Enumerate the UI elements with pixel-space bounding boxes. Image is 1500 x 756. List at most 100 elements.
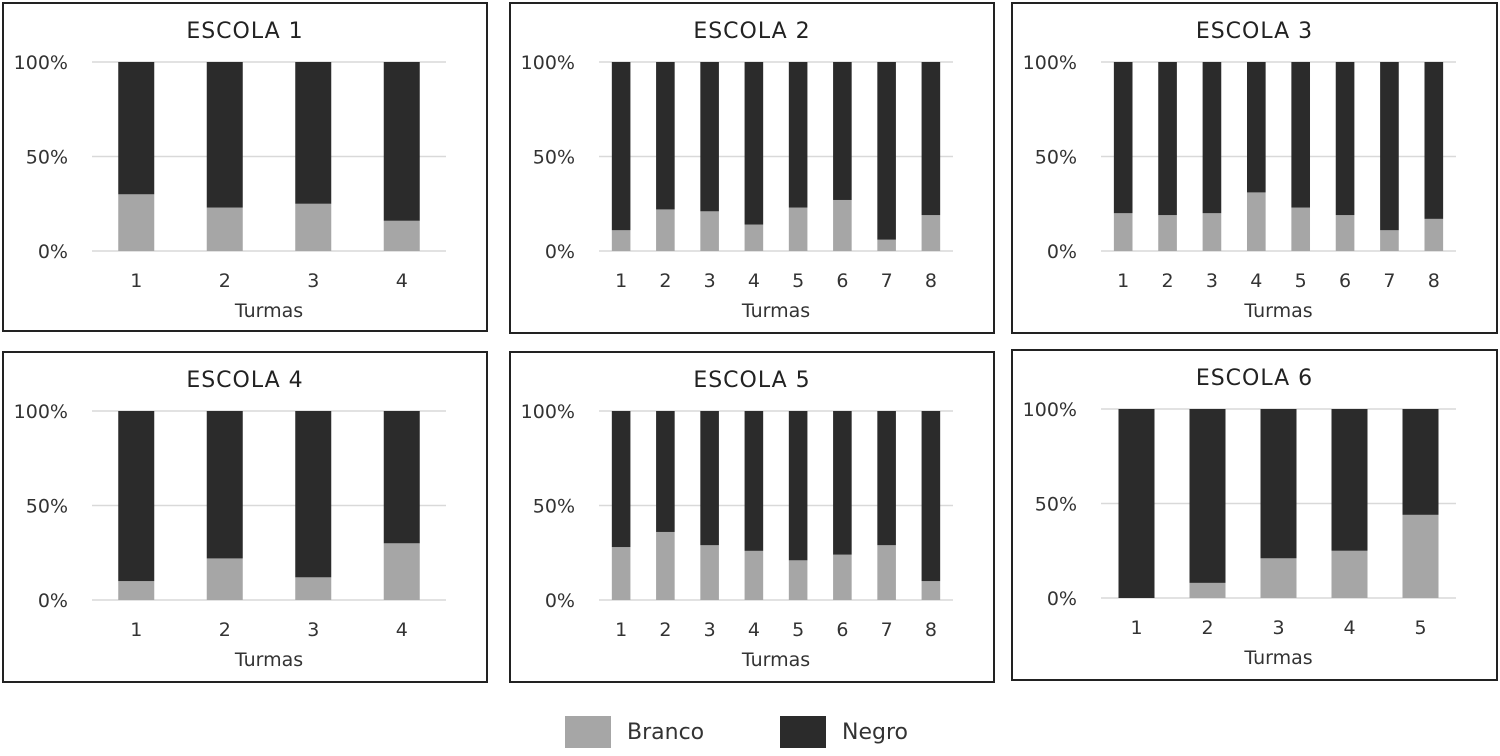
x-tick-label: 3 (1272, 617, 1284, 639)
bar-branco-2 (1189, 582, 1226, 598)
bar-branco-3 (295, 203, 332, 251)
chart-panel-escola-1: ESCOLA 1 0% 50% 100% 1 2 3 4 Turmas (2, 2, 488, 332)
bar-branco-5 (788, 560, 808, 600)
x-tick-label: 1 (615, 270, 627, 292)
bar-branco-4 (1246, 192, 1266, 251)
bar-negro-2 (206, 411, 243, 559)
chart-title: ESCOLA 2 (693, 19, 810, 44)
chart-panel-escola-2: ESCOLA 2 0% 50% 100% 1 2 3 4 5 6 7 8 Turmas (509, 2, 995, 334)
bar-branco-7 (877, 239, 896, 251)
bar-negro-3 (295, 411, 332, 578)
x-tick-label: 2 (659, 619, 671, 641)
bar-branco-4 (383, 220, 420, 251)
y-tick-label: 100% (14, 52, 68, 74)
bar-branco-5 (1291, 207, 1311, 251)
y-tick-label: 50% (1035, 147, 1077, 169)
chart-panel-escola-3: ESCOLA 3 0% 50% 100% 1 2 3 4 5 6 7 8 Turmas (1011, 2, 1498, 334)
bar-branco-8 (921, 581, 941, 600)
bar-negro-7 (877, 62, 896, 240)
x-tick-label: 6 (836, 270, 848, 292)
y-tick-label: 50% (533, 496, 575, 518)
bar-negro-5 (1402, 409, 1439, 515)
bar-branco-3 (1202, 213, 1222, 251)
bar-branco-2 (206, 558, 243, 600)
bar-negro-6 (833, 411, 852, 555)
bar-negro-1 (1113, 62, 1133, 214)
x-tick-label: 2 (1162, 270, 1174, 292)
bar-negro-3 (700, 411, 719, 546)
bar-negro-4 (383, 411, 420, 544)
x-tick-label: 3 (307, 619, 319, 641)
x-tick-label: 8 (925, 619, 937, 641)
bar-negro-4 (744, 62, 764, 225)
y-tick-label: 100% (1023, 52, 1077, 74)
bar-branco-6 (1335, 215, 1355, 251)
y-tick-label: 50% (1035, 494, 1077, 516)
y-tick-label: 0% (545, 590, 575, 612)
x-tick-label: 4 (1250, 270, 1262, 292)
legend-label-branco: Branco (627, 719, 705, 745)
legend: Branco Negro (0, 712, 1500, 756)
bar-branco-6 (833, 199, 852, 251)
x-tick-label: 7 (881, 619, 893, 641)
bar-negro-8 (1424, 62, 1444, 219)
bar-branco-4 (1331, 550, 1368, 598)
bar-negro-6 (1335, 62, 1355, 216)
y-tick-label: 100% (1023, 399, 1077, 421)
x-tick-label: 6 (836, 619, 848, 641)
bar-negro-2 (656, 411, 675, 532)
y-tick-label: 100% (521, 401, 575, 423)
chart-svg-escola-6: ESCOLA 6 0% 50% 100% 1 2 3 4 5 Turmas (1023, 366, 1456, 669)
bar-negro-1 (1118, 409, 1155, 598)
bar-branco-3 (700, 545, 719, 600)
legend-item-negro: Negro (780, 716, 908, 748)
bar-branco-2 (656, 209, 675, 251)
y-tick-label: 0% (1047, 588, 1077, 610)
legend-item-branco: Branco (565, 716, 704, 748)
y-tick-label: 100% (521, 52, 575, 74)
x-tick-label: 8 (1428, 270, 1440, 292)
y-tick-label: 0% (38, 241, 68, 263)
bar-branco-4 (383, 543, 420, 600)
chart-panel-escola-4: ESCOLA 4 0% 50% 100% 1 2 3 4 Turmas (2, 351, 488, 683)
bar-negro-2 (1158, 62, 1177, 216)
bar-branco-8 (921, 215, 941, 251)
bar-negro-5 (788, 62, 808, 208)
bar-branco-3 (1260, 558, 1297, 598)
bar-negro-5 (1291, 62, 1311, 208)
bar-negro-6 (833, 62, 852, 200)
chart-title: ESCOLA 1 (186, 19, 303, 44)
bar-branco-5 (788, 207, 808, 251)
bar-branco-2 (206, 207, 243, 251)
bar-negro-4 (1331, 409, 1368, 551)
bar-branco-6 (833, 554, 852, 600)
y-tick-label: 0% (38, 590, 68, 612)
bar-branco-1 (118, 194, 155, 251)
bar-branco-2 (656, 531, 675, 600)
bar-negro-2 (1189, 409, 1226, 583)
x-axis-label: Turmas (234, 300, 303, 322)
bar-branco-4 (744, 224, 764, 251)
chart-panel-escola-5: ESCOLA 5 0% 50% 100% 1 2 3 4 5 6 7 8 Turmas (509, 351, 995, 683)
x-tick-label: 3 (307, 270, 319, 292)
bar-branco-3 (700, 211, 719, 251)
bar-branco-1 (118, 581, 155, 600)
x-tick-label: 1 (130, 270, 142, 292)
x-axis-label: Turmas (234, 649, 303, 671)
chart-title: ESCOLA 4 (186, 368, 303, 393)
chart-svg-escola-2: ESCOLA 2 0% 50% 100% 1 2 3 4 5 6 7 8 Turmas (521, 19, 953, 322)
x-tick-label: 8 (925, 270, 937, 292)
chart-svg-escola-1: ESCOLA 1 0% 50% 100% 1 2 3 4 Turmas (14, 19, 446, 322)
x-tick-label: 2 (219, 619, 231, 641)
bar-branco-7 (1380, 230, 1399, 251)
bar-negro-2 (656, 62, 675, 210)
bar-negro-8 (921, 62, 941, 216)
bar-negro-1 (118, 62, 155, 195)
x-tick-label: 3 (704, 270, 716, 292)
bar-negro-1 (118, 411, 155, 582)
y-tick-label: 0% (545, 241, 575, 263)
bar-negro-3 (1260, 409, 1297, 559)
bar-negro-4 (744, 411, 764, 551)
x-tick-label: 5 (792, 270, 804, 292)
bar-negro-5 (788, 411, 808, 561)
